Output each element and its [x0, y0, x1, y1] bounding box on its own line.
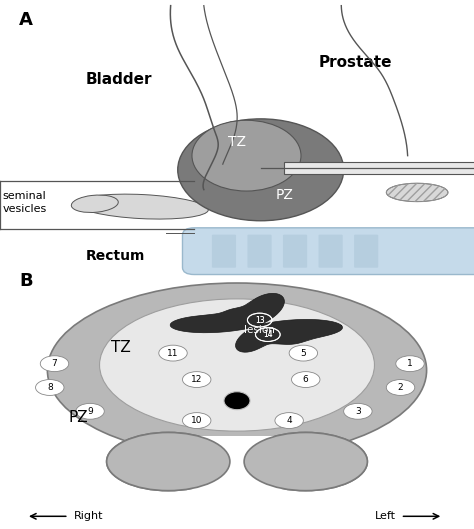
- Ellipse shape: [107, 433, 230, 491]
- Text: PZ: PZ: [68, 411, 88, 425]
- Text: TZ: TZ: [228, 134, 246, 149]
- Ellipse shape: [244, 433, 367, 491]
- Ellipse shape: [192, 120, 301, 191]
- Circle shape: [159, 345, 187, 361]
- Text: Right: Right: [73, 512, 103, 521]
- Text: lesion: lesion: [244, 325, 275, 335]
- Text: 3: 3: [355, 407, 361, 416]
- Text: 13: 13: [255, 315, 264, 325]
- Text: 5: 5: [301, 349, 306, 358]
- Text: A: A: [19, 11, 33, 29]
- Text: seminal
vesicles: seminal vesicles: [2, 191, 46, 214]
- Ellipse shape: [224, 391, 250, 409]
- FancyBboxPatch shape: [182, 228, 474, 275]
- Text: 12: 12: [191, 375, 202, 384]
- Text: 13: 13: [255, 315, 264, 325]
- Text: Prostate: Prostate: [319, 55, 392, 70]
- Ellipse shape: [386, 183, 448, 202]
- Circle shape: [36, 380, 64, 395]
- Text: 4: 4: [286, 416, 292, 425]
- Ellipse shape: [76, 194, 209, 219]
- Ellipse shape: [178, 119, 344, 221]
- FancyBboxPatch shape: [161, 436, 313, 489]
- Polygon shape: [170, 294, 343, 352]
- Circle shape: [182, 413, 211, 428]
- FancyBboxPatch shape: [212, 235, 236, 268]
- Circle shape: [275, 413, 303, 428]
- Ellipse shape: [71, 195, 118, 213]
- Circle shape: [396, 355, 424, 371]
- Text: 2: 2: [398, 383, 403, 392]
- FancyBboxPatch shape: [354, 235, 378, 268]
- Text: 8: 8: [47, 383, 53, 392]
- Text: B: B: [19, 272, 33, 290]
- Text: 9: 9: [87, 407, 93, 416]
- Text: 10: 10: [191, 416, 202, 425]
- Circle shape: [386, 380, 415, 395]
- Text: 1: 1: [407, 359, 413, 368]
- FancyBboxPatch shape: [319, 235, 343, 268]
- Circle shape: [76, 403, 104, 419]
- FancyBboxPatch shape: [247, 235, 272, 268]
- FancyBboxPatch shape: [284, 162, 474, 174]
- Ellipse shape: [107, 433, 230, 491]
- Text: 14: 14: [263, 330, 273, 339]
- Circle shape: [40, 355, 69, 371]
- Ellipse shape: [100, 299, 374, 431]
- Text: 7: 7: [52, 359, 57, 368]
- Circle shape: [182, 371, 211, 387]
- Text: Left: Left: [375, 512, 396, 521]
- Text: Bladder: Bladder: [85, 72, 152, 87]
- Circle shape: [292, 371, 320, 387]
- Text: 11: 11: [167, 349, 179, 358]
- Circle shape: [344, 403, 372, 419]
- Text: TZ: TZ: [111, 340, 131, 355]
- Circle shape: [289, 345, 318, 361]
- Text: 6: 6: [303, 375, 309, 384]
- FancyBboxPatch shape: [283, 235, 307, 268]
- Ellipse shape: [244, 433, 367, 491]
- Text: PZ: PZ: [275, 188, 293, 202]
- Ellipse shape: [47, 283, 427, 458]
- Text: Rectum: Rectum: [85, 249, 145, 263]
- Text: 14: 14: [263, 330, 273, 339]
